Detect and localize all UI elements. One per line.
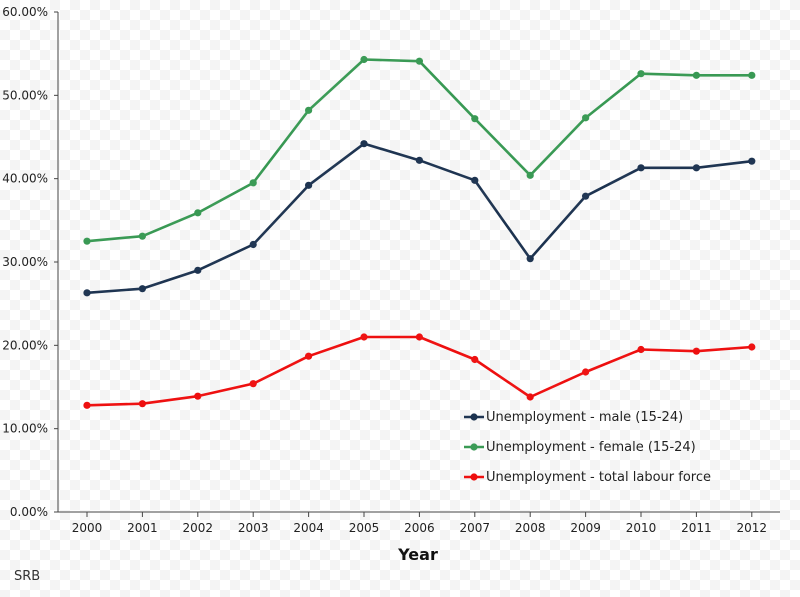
data-point (582, 114, 590, 122)
data-point (138, 400, 146, 408)
legend-item: Unemployment - total labour force (464, 470, 711, 485)
data-point (415, 333, 423, 341)
data-point (194, 209, 202, 217)
data-point (194, 266, 202, 274)
x-tick-label: 2012 (737, 521, 768, 535)
data-point (249, 240, 257, 249)
x-axis-title: Year (397, 545, 438, 564)
data-point (692, 347, 701, 355)
x-tick-label: 2004 (293, 521, 324, 535)
series-line (85, 335, 754, 407)
legend-item: Unemployment - male (15-24) (464, 410, 683, 425)
series-3 (83, 333, 756, 409)
data-point (582, 368, 590, 376)
data-point (692, 71, 701, 79)
data-point (249, 380, 257, 388)
data-point (360, 333, 368, 341)
series-2 (83, 55, 756, 245)
data-point (637, 164, 645, 172)
data-point (637, 70, 645, 78)
data-point (748, 157, 756, 165)
data-point (305, 181, 313, 189)
data-point (138, 232, 146, 240)
y-tick-label: 30.00% (2, 255, 48, 269)
data-point (526, 171, 534, 179)
x-tick-label: 2009 (570, 521, 601, 535)
chart-axes (57, 12, 780, 513)
data-point (526, 393, 534, 401)
y-tick-label: 20.00% (2, 338, 48, 352)
data-point (526, 255, 534, 263)
data-point (138, 285, 146, 293)
y-tick-label: 0.00% (10, 505, 48, 519)
data-point (83, 289, 91, 297)
data-point (692, 164, 701, 172)
x-tick-label: 2002 (183, 521, 214, 535)
data-point (360, 140, 368, 148)
x-tick-label: 2010 (626, 521, 657, 535)
legend-swatch-marker (470, 443, 478, 451)
data-point (637, 345, 645, 354)
series-layer (83, 55, 756, 409)
x-axis-ticks: 2000 2001 2002 2003 2004 2005 2006 2007 2008 2009… (72, 512, 767, 535)
data-point (471, 176, 479, 184)
y-tick-label: 60.00% (2, 5, 48, 19)
x-tick-label: 2000 (72, 521, 103, 535)
series-1 (83, 140, 756, 297)
x-tick-label: 2011 (681, 521, 712, 535)
data-point (471, 115, 479, 123)
x-tick-label: 2006 (404, 521, 435, 535)
data-point (194, 392, 202, 400)
data-point (305, 352, 313, 360)
x-tick-label: 2005 (349, 521, 380, 535)
legend-label: Unemployment - female (15-24) (486, 440, 696, 455)
data-point (748, 343, 756, 351)
x-tick-label: 2003 (238, 521, 269, 535)
country-code-label: SRB (14, 569, 40, 584)
y-tick-label: 10.00% (2, 422, 48, 436)
y-tick-label: 40.00% (2, 172, 48, 186)
x-tick-label: 2008 (515, 521, 546, 535)
y-axis-ticks: 0.00% 10.00% 20.00% 30.00% 40.00% 50.00% 60.00… (2, 5, 58, 519)
data-point (360, 55, 368, 64)
legend-swatch-marker (470, 413, 478, 421)
data-point (249, 179, 257, 187)
data-point (471, 355, 479, 364)
legend-label: Unemployment - male (15-24) (486, 410, 683, 425)
data-point (83, 401, 91, 409)
chart-legend: Unemployment - male (15-24) Unemployment … (464, 410, 711, 485)
legend-label: Unemployment - total labour force (486, 470, 711, 485)
data-point (305, 106, 313, 114)
data-point (582, 192, 590, 200)
data-point (748, 71, 756, 79)
series-line (85, 58, 754, 243)
x-tick-label: 2001 (127, 521, 158, 535)
legend-item: Unemployment - female (15-24) (464, 440, 696, 455)
data-point (415, 156, 423, 164)
data-point (415, 57, 423, 65)
y-tick-label: 50.00% (2, 88, 48, 102)
legend-swatch-marker (470, 473, 478, 481)
x-tick-label: 2007 (460, 521, 491, 535)
data-point (83, 237, 91, 245)
